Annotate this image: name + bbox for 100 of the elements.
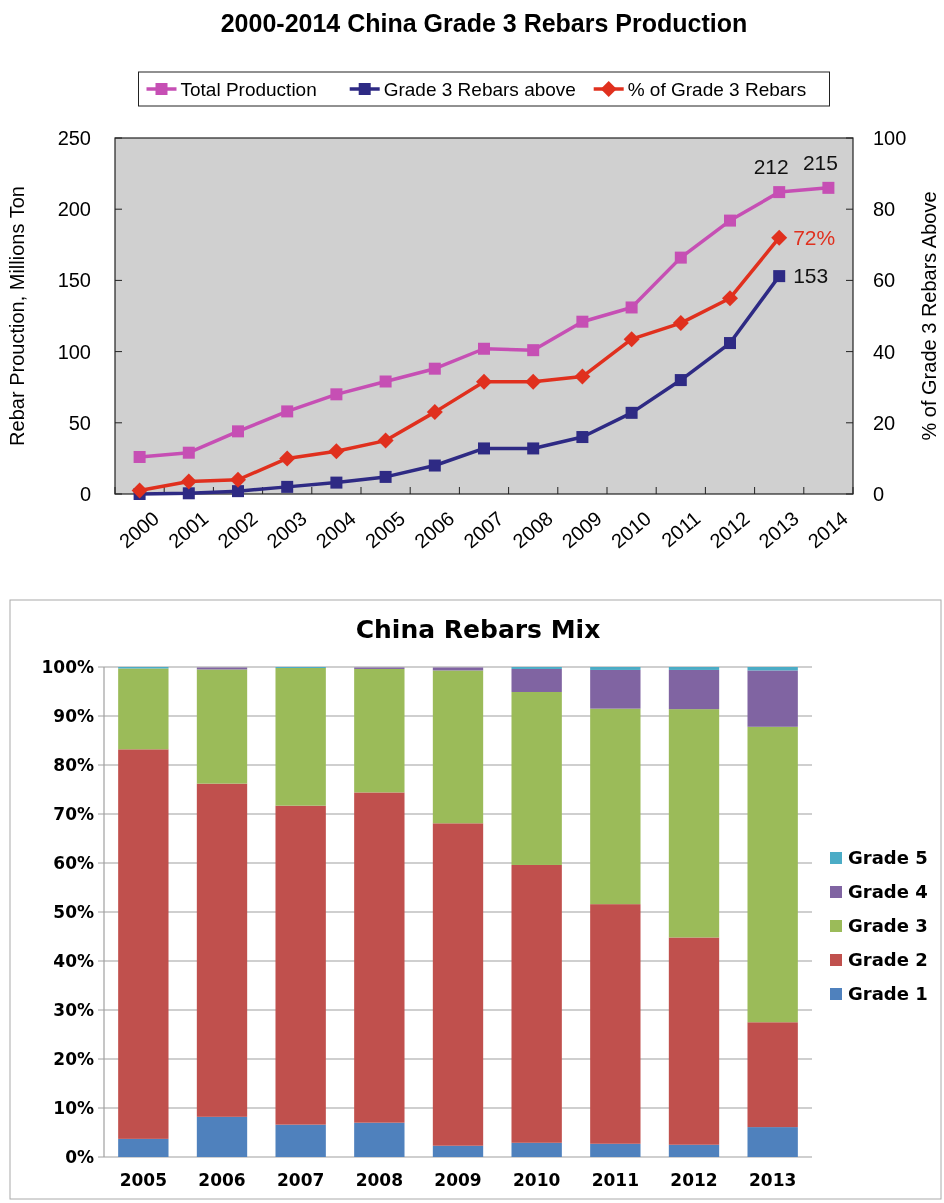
point	[133, 450, 146, 463]
legend-label: Grade 4	[848, 881, 928, 902]
x-tick-label: 2009	[434, 1170, 482, 1190]
bar	[275, 805, 326, 1125]
bar	[747, 670, 798, 727]
bar	[275, 667, 326, 806]
y2-tick-label: 100	[873, 127, 907, 149]
y2-tick-label: 0	[873, 483, 885, 505]
y2-tick-label: 20	[873, 411, 896, 434]
point	[771, 229, 788, 246]
bar	[275, 1124, 326, 1157]
y-tick-label: 60%	[53, 853, 94, 873]
chart-title: 2000-2014 China Grade 3 Rebars Production	[220, 9, 748, 37]
x-tick-label: 2007	[277, 1170, 325, 1190]
point	[428, 459, 441, 472]
y2-tick-label: 40	[873, 340, 896, 363]
point	[281, 405, 294, 418]
bar	[511, 1142, 562, 1157]
x-tick-label: 2005	[119, 1170, 167, 1190]
x-tick-label: 2008	[355, 1170, 403, 1190]
y-tick-label: 90%	[53, 706, 94, 726]
legend-label: Grade 5	[848, 847, 928, 868]
bar	[511, 864, 562, 1143]
point	[722, 290, 738, 307]
point	[182, 487, 195, 500]
bar	[590, 708, 641, 905]
legend-label: Grade 3 Rebars above	[383, 79, 576, 100]
point	[724, 214, 736, 227]
point	[822, 181, 835, 194]
point	[428, 362, 441, 375]
bar	[118, 749, 169, 1139]
point	[478, 442, 490, 455]
point	[574, 368, 591, 385]
point	[674, 374, 687, 387]
bar	[590, 669, 641, 709]
y-tick-label: 150	[57, 269, 91, 292]
x-tick-label: 2011	[591, 1170, 639, 1190]
bar	[432, 823, 484, 1146]
point	[426, 404, 443, 421]
point	[525, 373, 542, 390]
point	[379, 375, 392, 388]
point	[230, 471, 246, 488]
bar	[511, 691, 562, 865]
bar	[668, 1144, 720, 1157]
point	[625, 406, 638, 419]
point	[328, 443, 345, 460]
y-tick-label: 70%	[53, 804, 94, 824]
bar	[432, 1145, 484, 1157]
bar	[668, 709, 720, 938]
point	[674, 251, 687, 264]
bar	[747, 726, 798, 1023]
point	[330, 388, 343, 401]
point	[527, 442, 540, 455]
point	[623, 331, 640, 348]
bar	[590, 904, 641, 1144]
point	[330, 476, 343, 489]
x-tick-label: 2013	[749, 1170, 797, 1190]
y-tick-label: 250	[57, 127, 91, 149]
y-tick-label: 80%	[53, 755, 94, 775]
point	[232, 485, 244, 498]
y-tick-label: 10%	[53, 1098, 94, 1118]
data-label: 215	[802, 150, 838, 174]
y-tick-label: 30%	[53, 1000, 94, 1020]
point	[625, 301, 638, 314]
bar	[432, 667, 484, 671]
y2-tick-label: 60	[873, 269, 896, 292]
y-tick-label: 0	[79, 483, 91, 505]
point	[131, 482, 148, 499]
point	[672, 315, 689, 332]
y-tick-label: 100	[57, 340, 91, 363]
bar	[668, 669, 720, 710]
bar	[196, 1116, 248, 1157]
bar	[118, 668, 169, 750]
legend-label: Grade 3	[848, 915, 928, 936]
bar	[354, 668, 405, 793]
bar	[747, 1127, 798, 1157]
bar	[354, 792, 405, 1123]
y2-tick-label: 80	[873, 198, 896, 221]
legend-label: Grade 2	[848, 949, 928, 970]
point	[724, 337, 736, 350]
point	[279, 450, 296, 467]
y2-axis-title: % of Grade 3 Rebars Above	[918, 191, 940, 441]
y-tick-label: 0%	[65, 1147, 94, 1167]
data-label: 72%	[793, 225, 836, 249]
bar	[590, 1143, 641, 1157]
y-tick-label: 40%	[53, 951, 94, 971]
point	[478, 342, 490, 355]
bar	[118, 1138, 169, 1157]
bar	[668, 667, 720, 670]
point	[281, 480, 294, 493]
point	[773, 270, 786, 283]
data-label: 212	[753, 155, 789, 179]
bar	[590, 667, 641, 670]
legend-label: % of Grade 3 Rebars	[627, 79, 807, 100]
point	[576, 315, 589, 328]
y-tick-label: 200	[57, 198, 91, 221]
bar	[196, 669, 248, 784]
data-label: 153	[793, 264, 829, 288]
point	[232, 425, 244, 438]
y-tick-label: 50%	[53, 902, 94, 922]
